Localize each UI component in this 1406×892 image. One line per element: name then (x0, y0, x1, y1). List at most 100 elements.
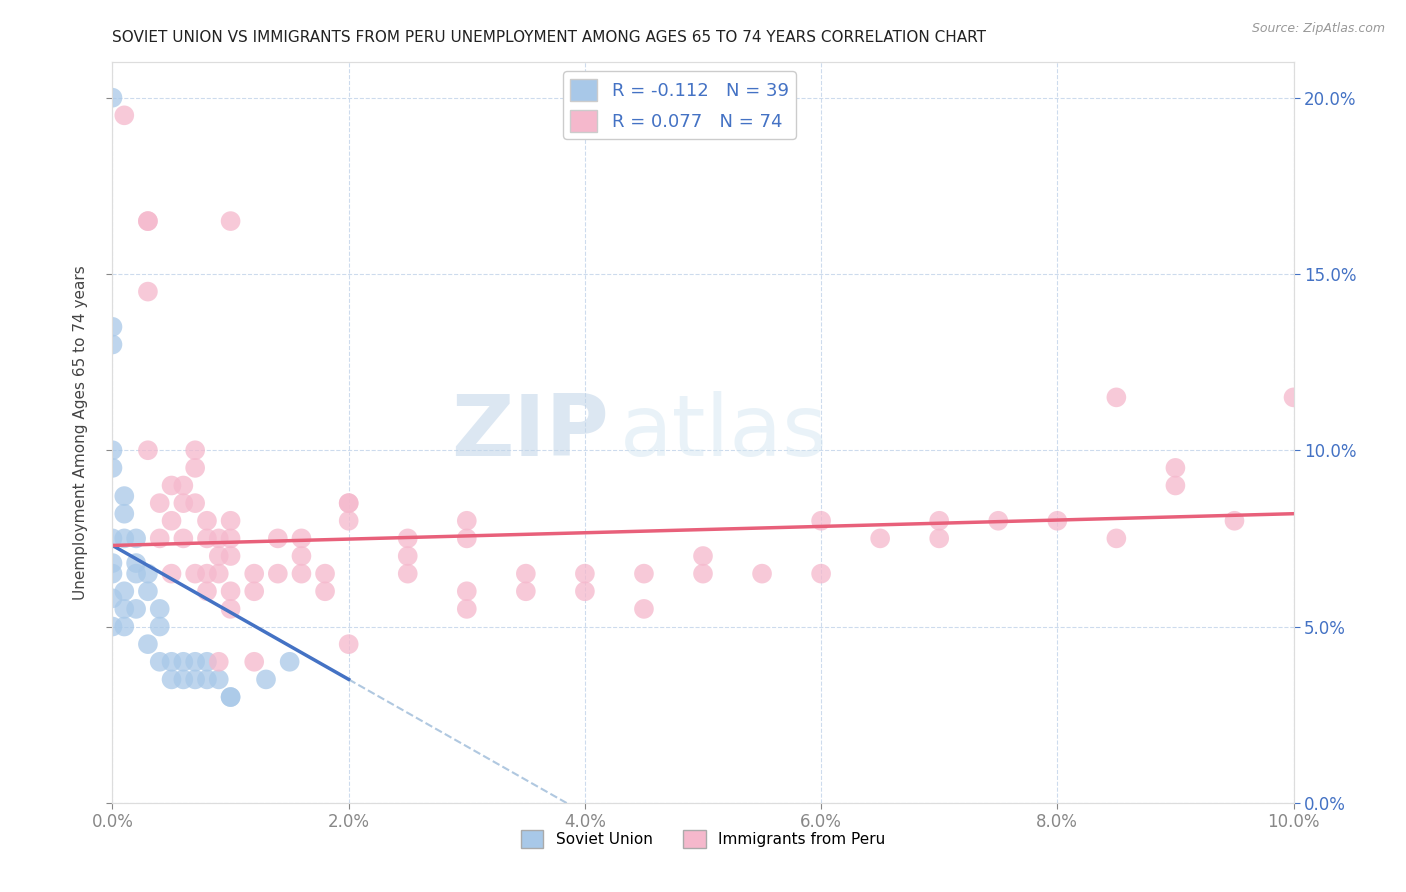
Point (1223, 514, 1246, 528)
Point (1164, 461, 1187, 475)
Point (184, 566, 207, 581)
Point (195, 566, 218, 581)
Point (1105, 532, 1128, 546)
Point (208, 566, 231, 581)
Text: Source: ZipAtlas.com: Source: ZipAtlas.com (1251, 22, 1385, 36)
Point (633, 602, 655, 616)
Point (574, 566, 596, 581)
Point (195, 673, 218, 687)
Point (243, 655, 266, 669)
Point (751, 566, 773, 581)
Point (810, 566, 832, 581)
Point (112, 507, 135, 521)
Point (219, 532, 242, 546)
Point (208, 673, 231, 687)
Point (149, 532, 172, 546)
Point (160, 673, 183, 687)
Point (267, 566, 290, 581)
Point (172, 496, 194, 510)
Point (136, 285, 159, 299)
Point (456, 602, 478, 616)
Point (574, 584, 596, 599)
Point (1282, 390, 1305, 404)
Point (136, 566, 159, 581)
Point (112, 584, 135, 599)
Point (456, 514, 478, 528)
Point (208, 655, 231, 669)
Point (160, 655, 183, 669)
Point (172, 478, 194, 492)
Point (219, 690, 242, 704)
Text: atlas: atlas (620, 391, 828, 475)
Text: SOVIET UNION VS IMMIGRANTS FROM PERU UNEMPLOYMENT AMONG AGES 65 TO 74 YEARS CORR: SOVIET UNION VS IMMIGRANTS FROM PERU UNE… (112, 29, 987, 45)
Point (195, 584, 218, 599)
Point (149, 602, 172, 616)
Point (314, 566, 336, 581)
Point (125, 566, 148, 581)
Point (101, 532, 124, 546)
Y-axis label: Unemployment Among Ages 65 to 74 years: Unemployment Among Ages 65 to 74 years (73, 265, 89, 600)
Point (136, 637, 159, 651)
Point (125, 602, 148, 616)
Point (219, 514, 242, 528)
Point (149, 496, 172, 510)
Point (278, 655, 301, 669)
Point (101, 91, 124, 105)
Point (112, 619, 135, 633)
Point (112, 532, 135, 546)
Point (337, 637, 360, 651)
Point (125, 532, 148, 546)
Point (195, 655, 218, 669)
Point (810, 514, 832, 528)
Point (396, 532, 419, 546)
Point (101, 619, 124, 633)
Point (337, 514, 360, 528)
Point (219, 602, 242, 616)
Point (101, 591, 124, 606)
Point (160, 514, 183, 528)
Point (219, 690, 242, 704)
Point (184, 673, 207, 687)
Point (987, 514, 1010, 528)
Point (112, 489, 135, 503)
Point (396, 566, 419, 581)
Point (160, 478, 183, 492)
Point (136, 214, 159, 228)
Point (195, 514, 218, 528)
Point (112, 602, 135, 616)
Point (692, 566, 714, 581)
Point (219, 584, 242, 599)
Point (184, 496, 207, 510)
Point (101, 319, 124, 334)
Point (184, 461, 207, 475)
Point (1046, 514, 1069, 528)
Point (101, 461, 124, 475)
Point (290, 549, 312, 563)
Point (172, 655, 194, 669)
Point (160, 566, 183, 581)
Point (172, 532, 194, 546)
Point (101, 566, 124, 581)
Point (136, 443, 159, 458)
Point (633, 566, 655, 581)
Point (149, 655, 172, 669)
Point (869, 532, 891, 546)
Point (208, 532, 231, 546)
Point (928, 514, 950, 528)
Text: ZIP: ZIP (451, 391, 609, 475)
Point (456, 584, 478, 599)
Point (101, 443, 124, 458)
Point (195, 532, 218, 546)
Point (928, 532, 950, 546)
Point (243, 566, 266, 581)
Point (172, 673, 194, 687)
Point (515, 584, 537, 599)
Point (254, 673, 277, 687)
Point (396, 549, 419, 563)
Point (337, 496, 360, 510)
Point (136, 584, 159, 599)
Point (692, 549, 714, 563)
Point (337, 496, 360, 510)
Point (243, 584, 266, 599)
Point (267, 532, 290, 546)
